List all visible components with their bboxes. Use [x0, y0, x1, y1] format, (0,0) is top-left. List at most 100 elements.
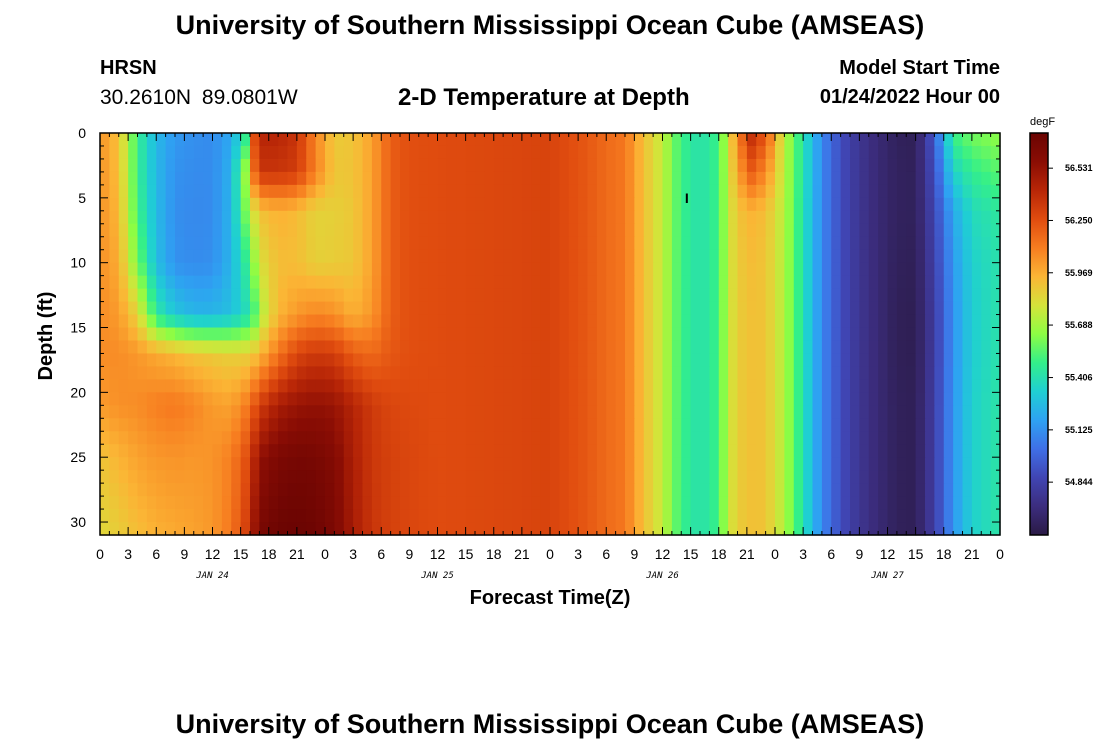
heatmap-cell: [400, 483, 410, 497]
heatmap-cell: [550, 444, 560, 458]
heatmap-cell: [156, 133, 167, 147]
heatmap-cell: [175, 379, 185, 393]
heatmap-cell: [981, 197, 992, 212]
heatmap-cell: [259, 184, 270, 199]
heatmap-cell: [756, 236, 767, 251]
heatmap-cell: [193, 171, 204, 186]
heatmap-cell: [212, 483, 223, 497]
heatmap-cell: [709, 496, 720, 510]
heatmap-cell: [971, 522, 982, 536]
heatmap-cell: [465, 379, 476, 393]
heatmap-cell: [484, 314, 495, 329]
heatmap-cell: [184, 236, 195, 251]
heatmap-cell: [278, 171, 289, 186]
heatmap-cell: [840, 470, 851, 484]
heatmap-cell: [456, 262, 467, 277]
heatmap-cell: [250, 145, 260, 160]
heatmap-cell: [278, 353, 289, 368]
heatmap-cell: [268, 197, 279, 212]
heatmap-cell: [568, 522, 579, 536]
heatmap-cell: [775, 340, 785, 355]
heatmap-cell: [381, 262, 392, 277]
heatmap-cell: [700, 249, 710, 264]
heatmap-cell: [409, 210, 420, 225]
heatmap-cell: [812, 262, 823, 277]
x-tick-label: 18: [486, 546, 502, 562]
heatmap-cell: [175, 431, 185, 445]
heatmap-cell: [615, 301, 626, 316]
heatmap-cell: [484, 133, 495, 147]
chart-subtitle: 2-D Temperature at Depth: [398, 84, 690, 111]
heatmap-cell: [868, 509, 879, 523]
heatmap-cell: [250, 288, 260, 303]
heatmap-cell: [578, 366, 589, 380]
heatmap-cell: [475, 158, 485, 173]
heatmap-cell: [371, 483, 382, 497]
heatmap-cell: [128, 158, 139, 173]
x-tick-label: 15: [233, 546, 249, 562]
heatmap-cell: [962, 145, 973, 160]
heatmap-cell: [175, 275, 185, 290]
heatmap-cell: [484, 249, 495, 264]
heatmap-cell: [250, 184, 260, 199]
heatmap-cell: [671, 392, 682, 406]
heatmap-cell: [193, 301, 204, 316]
heatmap-cell: [587, 197, 598, 212]
heatmap-cell: [531, 145, 542, 160]
heatmap-cell: [437, 133, 448, 147]
heatmap-cell: [578, 262, 589, 277]
heatmap-cell: [887, 509, 898, 523]
heatmap-cell: [175, 366, 185, 380]
heatmap-cell: [990, 340, 1001, 355]
heatmap-cell: [953, 223, 964, 238]
heatmap-cell: [306, 522, 317, 536]
heatmap-cell: [231, 366, 242, 380]
x-tick-label: 21: [739, 546, 755, 562]
heatmap-cell: [793, 249, 804, 264]
heatmap-cell: [437, 314, 448, 329]
heatmap-cell: [896, 522, 907, 536]
heatmap-cell: [868, 184, 879, 199]
heatmap-cell: [568, 223, 579, 238]
heatmap-cell: [456, 210, 467, 225]
heatmap-cell: [868, 133, 879, 147]
heatmap-cell: [381, 522, 392, 536]
heatmap-cell: [259, 483, 270, 497]
heatmap-cell: [184, 275, 195, 290]
heatmap-cell: [775, 366, 785, 380]
heatmap-cell: [118, 223, 129, 238]
heatmap-cell: [718, 457, 729, 471]
heatmap-cell: [540, 171, 551, 186]
heatmap-cell: [868, 288, 879, 303]
heatmap-cell: [475, 327, 485, 342]
heatmap-cell: [700, 184, 710, 199]
heatmap-cell: [700, 405, 710, 419]
y-tick-label: 25: [70, 449, 86, 465]
heatmap-cell: [371, 210, 382, 225]
heatmap-cell: [465, 483, 476, 497]
heatmap-cell: [165, 327, 176, 342]
heatmap-cell: [531, 236, 542, 251]
heatmap-cell: [662, 418, 673, 432]
heatmap-cell: [118, 379, 129, 393]
heatmap-cell: [109, 301, 120, 316]
heatmap-cell: [128, 405, 139, 419]
heatmap-cell: [315, 483, 326, 497]
heatmap-cell: [118, 133, 129, 147]
heatmap-cell: [821, 470, 832, 484]
heatmap-cell: [268, 184, 279, 199]
heatmap-cell: [925, 327, 935, 342]
heatmap-cell: [887, 145, 898, 160]
heatmap-cell: [465, 366, 476, 380]
heatmap-cell: [709, 197, 720, 212]
heatmap-cell: [146, 275, 157, 290]
heatmap-cell: [953, 431, 964, 445]
heatmap-cell: [409, 171, 420, 186]
heatmap-cell: [568, 496, 579, 510]
heatmap-cell: [840, 145, 851, 160]
heatmap-cell: [737, 158, 748, 173]
heatmap-cell: [700, 509, 710, 523]
heatmap-cell: [456, 197, 467, 212]
heatmap-cell: [343, 275, 354, 290]
heatmap-cell: [981, 509, 992, 523]
